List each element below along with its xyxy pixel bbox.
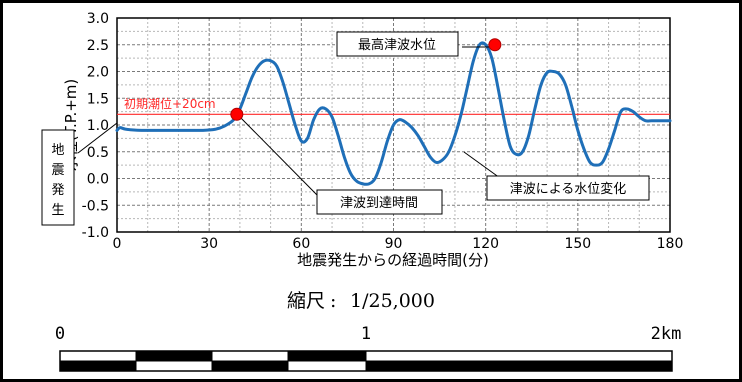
x-tick-label: 0 [113,236,122,252]
grid-lines [117,18,670,232]
change-leader-line [463,151,501,179]
y-tick-label: -1.0 [82,225,109,241]
reference-line-label: 初期潮位+20cm [124,96,216,111]
quake-callout-box [41,129,75,226]
y-tick-label: 1.0 [87,118,109,134]
max-level-callout-text: 最高津波水位 [358,37,436,53]
change-callout-box [486,175,650,201]
x-tick-labels: 0 30 60 90 120 150 180 [113,236,684,252]
scale-value: 1/25,000 [350,290,435,312]
scale-label: 縮尺 [287,290,325,312]
x-tick-label: 90 [385,236,403,252]
scale-colon: : [330,290,336,312]
scale-bar [59,350,673,372]
arrival-callout-text: 津波到達時間 [340,196,418,211]
x-tick-label: 60 [292,236,310,252]
quake-leader-line [77,122,118,154]
marker-point [488,38,502,52]
max-level-callout-box [336,31,459,57]
arrival-leader-line [235,112,319,197]
x-tick-label: 180 [657,236,684,252]
scale-tick-1: 1 [361,324,371,344]
y-tick-label: 2.0 [87,65,109,81]
markers [230,38,502,121]
y-tick-label: -0.5 [82,198,109,214]
y-tick-labels: -1.0 -0.5 0.0 0.5 1.0 1.5 2.0 2.5 3.0 [82,11,109,241]
y-tick-label: 0.0 [87,172,109,188]
marker-point [230,107,244,121]
quake-callout-text: 地震発生 [51,143,64,218]
series-line-water-level [115,41,672,186]
change-callout-text: 津波による水位変化 [510,181,627,197]
scale-tick-0: 0 [55,324,65,344]
plot-border [116,17,671,233]
y-tick-label: 0.5 [87,145,109,161]
x-tick-label: 150 [564,236,591,252]
scale-tick-2: 2km [651,324,682,344]
y-tick-label: 3.0 [87,11,109,27]
y-tick-label: 2.5 [87,38,109,54]
y-tick-label: 1.5 [87,91,109,107]
x-tick-label: 120 [472,236,499,252]
x-tick-label: 30 [200,236,218,252]
arrival-callout-box [316,189,443,215]
x-axis-label: 地震発生からの経過時間(分) [297,251,489,269]
